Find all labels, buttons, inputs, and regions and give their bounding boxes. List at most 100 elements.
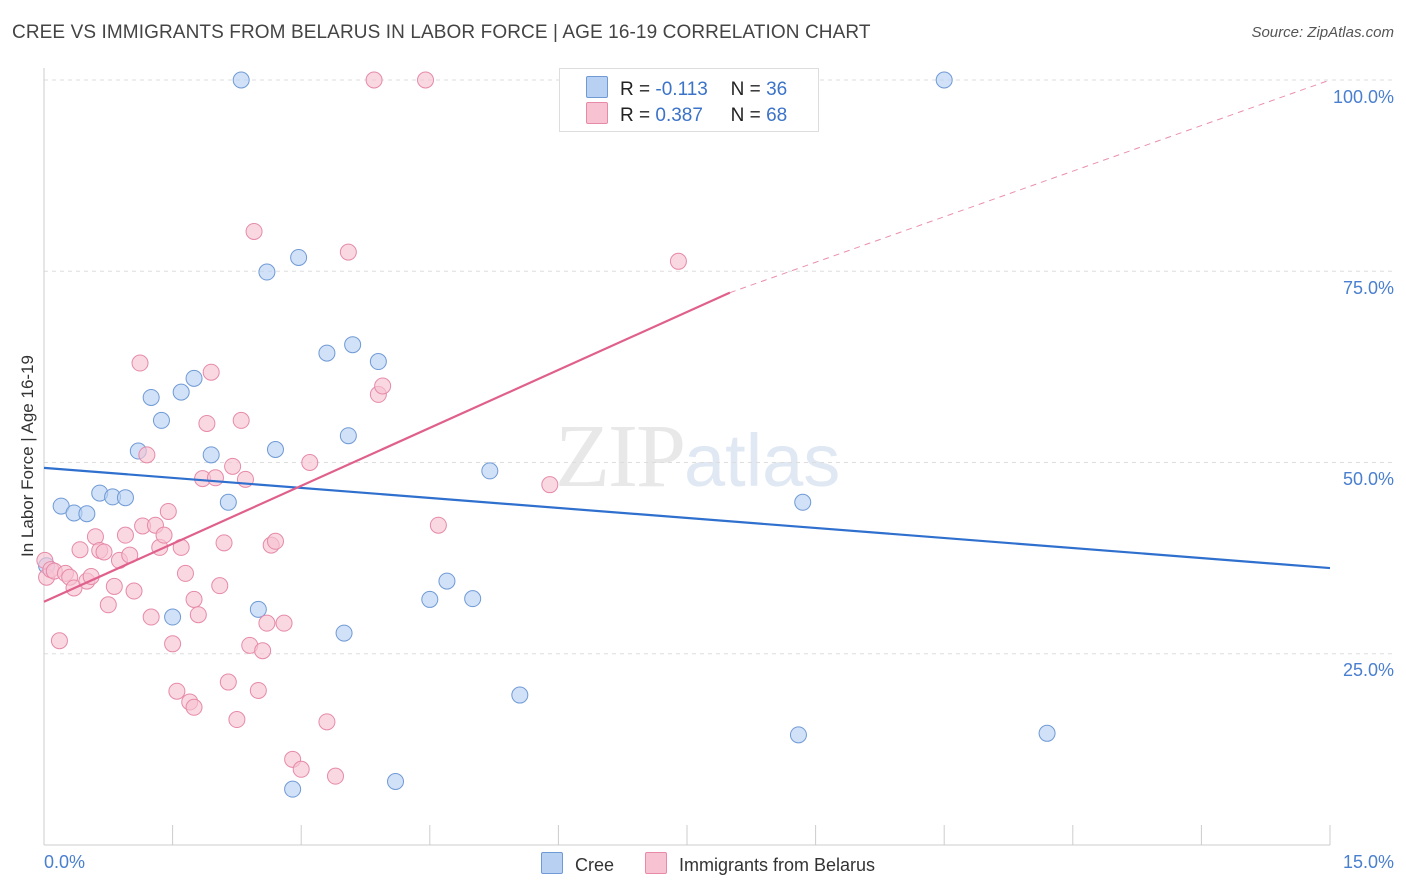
cree-r-label: R =	[620, 79, 651, 100]
belarus-point	[95, 543, 113, 561]
belarus-point	[541, 476, 559, 494]
cree-point	[464, 590, 482, 608]
belarus-point	[245, 222, 263, 240]
belarus-point	[254, 642, 272, 660]
belarus-point	[198, 414, 216, 432]
cree-point	[789, 726, 807, 744]
cree-point	[202, 446, 220, 464]
belarus-point	[365, 71, 383, 89]
watermark-zip: ZIP	[555, 407, 686, 506]
cree-point	[258, 263, 276, 281]
cree-point	[369, 353, 387, 371]
belarus-point	[266, 532, 284, 550]
bottom-belarus-label: Immigrants from Belarus	[679, 855, 876, 875]
belarus-point	[138, 446, 156, 464]
belarus-point	[374, 377, 392, 395]
legend-row-cree: R = -0.113 N = 36	[586, 76, 787, 100]
source-label: Source: ZipAtlas.com	[1251, 24, 1394, 41]
bottom-legend-belarus: Immigrants from Belarus	[645, 852, 875, 876]
cree-point	[185, 369, 203, 387]
cree-point	[1038, 724, 1056, 742]
belarus-trend-line	[43, 291, 731, 603]
belarus-point	[417, 71, 435, 89]
belarus-r-value: 0.387	[655, 105, 703, 126]
cree-point	[339, 427, 357, 445]
belarus-point	[159, 502, 177, 520]
cree-point	[249, 600, 267, 618]
belarus-point	[339, 243, 357, 261]
belarus-point	[219, 673, 237, 691]
cree-n-label: N =	[730, 79, 761, 100]
y-tick-label-100: 100.0%	[1332, 87, 1394, 107]
belarus-point	[326, 767, 344, 785]
cree-point	[481, 462, 499, 480]
cree-point	[284, 780, 302, 798]
y-axis-label: In Labor Force | Age 16-19	[18, 355, 37, 557]
belarus-point	[292, 760, 310, 778]
cree-point	[164, 608, 182, 626]
belarus-point	[228, 711, 246, 729]
bottom-cree-swatch	[541, 852, 563, 874]
belarus-point	[224, 457, 242, 475]
belarus-point	[99, 596, 117, 614]
belarus-point	[125, 582, 143, 600]
belarus-trend-line-extension	[729, 79, 1331, 294]
bottom-cree-label: Cree	[575, 855, 615, 875]
cree-point	[232, 71, 250, 89]
cree-point	[318, 344, 336, 362]
y-tick-label-75: 75.0%	[1342, 278, 1394, 298]
cree-r-value: -0.113	[655, 79, 708, 100]
belarus-point	[164, 635, 182, 653]
cree-point	[421, 590, 439, 608]
belarus-point	[116, 526, 134, 544]
y-tick-label-25: 25.0%	[1342, 660, 1394, 680]
cree-point	[152, 411, 170, 429]
cree-swatch	[586, 76, 608, 98]
belarus-r-label: R =	[620, 105, 651, 126]
belarus-point	[131, 354, 149, 372]
watermark: ZIPatlas	[555, 405, 840, 508]
belarus-point	[176, 564, 194, 582]
belarus-point	[215, 534, 233, 552]
belarus-n-label: N =	[730, 105, 761, 126]
belarus-point	[71, 541, 89, 559]
chart-title: CREE VS IMMIGRANTS FROM BELARUS IN LABOR…	[12, 22, 871, 43]
belarus-point	[275, 614, 293, 632]
belarus-point	[142, 608, 160, 626]
cree-point	[116, 489, 134, 507]
belarus-swatch	[586, 102, 608, 124]
belarus-point	[429, 516, 447, 534]
belarus-point	[50, 632, 68, 650]
bottom-belarus-swatch	[645, 852, 667, 874]
cree-point	[438, 572, 456, 590]
x-tick-label-min: 0.0%	[44, 852, 86, 872]
cree-n-value: 36	[766, 79, 788, 100]
belarus-point	[206, 469, 224, 487]
bottom-legend-cree: Cree	[541, 852, 614, 876]
cree-point	[935, 71, 953, 89]
belarus-point	[105, 577, 123, 595]
cree-point	[290, 248, 308, 266]
belarus-point	[155, 526, 173, 544]
belarus-point	[211, 577, 229, 595]
belarus-point	[202, 363, 220, 381]
belarus-point	[185, 590, 203, 608]
belarus-point	[168, 682, 186, 700]
cree-point	[794, 493, 812, 511]
cree-point	[142, 388, 160, 406]
cree-point	[344, 336, 362, 354]
cree-trend-line	[43, 466, 1331, 570]
belarus-point	[189, 606, 207, 624]
belarus-point	[318, 713, 336, 731]
cree-point	[335, 624, 353, 642]
cree-point	[172, 383, 190, 401]
belarus-point	[301, 454, 319, 471]
belarus-point	[258, 614, 276, 632]
x-tick-label-max: 15.0%	[1342, 852, 1394, 872]
cree-point	[511, 686, 529, 704]
belarus-point	[232, 411, 250, 429]
belarus-point	[185, 698, 203, 716]
y-tick-label-50: 50.0%	[1342, 469, 1394, 489]
correlation-legend: R = -0.113 N = 36 R = 0.387 N = 68	[559, 68, 819, 132]
